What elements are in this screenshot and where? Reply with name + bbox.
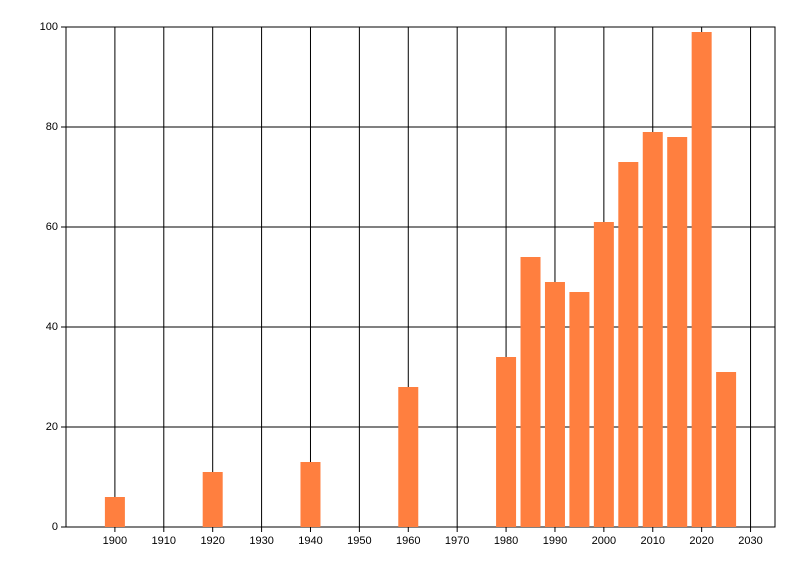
x-tick-label: 1950 — [347, 535, 371, 547]
x-tick-label: 2020 — [689, 535, 713, 547]
bar — [300, 462, 321, 527]
bar — [544, 282, 565, 527]
x-tick-label: 2030 — [738, 535, 762, 547]
x-tick-label: 2010 — [641, 535, 665, 547]
x-tick-label: 1900 — [103, 535, 127, 547]
bar — [642, 132, 663, 527]
x-tick-label: 1920 — [200, 535, 224, 547]
bar — [104, 497, 125, 527]
bar — [520, 257, 541, 527]
plot-border — [65, 26, 776, 528]
bar — [667, 137, 688, 527]
bar — [716, 372, 737, 527]
y-tick-label: 80 — [46, 121, 58, 133]
y-tick-label: 100 — [40, 21, 58, 33]
x-tick-label: 2000 — [592, 535, 616, 547]
x-tick-label: 1910 — [152, 535, 176, 547]
x-tick-label: 1960 — [396, 535, 420, 547]
y-tick-label: 20 — [46, 421, 58, 433]
x-tick-label: 1930 — [249, 535, 273, 547]
y-tick-label: 0 — [52, 521, 58, 533]
x-tick-label: 1970 — [445, 535, 469, 547]
bar — [593, 222, 614, 527]
x-tick-label: 1990 — [543, 535, 567, 547]
bar — [569, 292, 590, 527]
bar — [691, 32, 712, 527]
bar — [496, 357, 517, 527]
x-tick-label: 1980 — [494, 535, 518, 547]
y-tick-label: 40 — [46, 321, 58, 333]
x-tick-label: 1940 — [298, 535, 322, 547]
bar — [618, 162, 639, 527]
bar — [202, 472, 223, 527]
bar — [398, 387, 419, 527]
y-tick-label: 60 — [46, 221, 58, 233]
